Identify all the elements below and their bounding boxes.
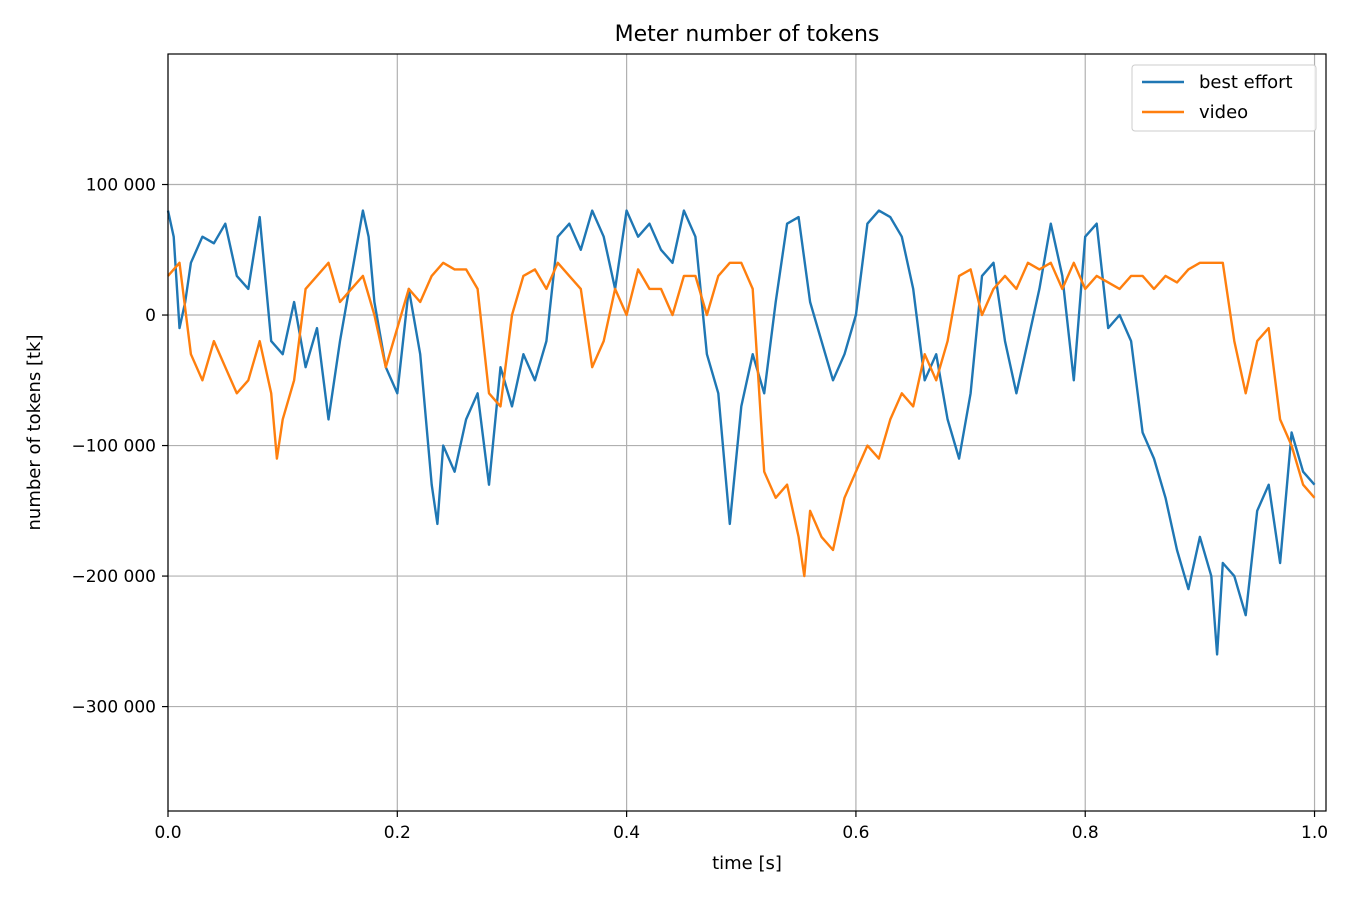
- chart-title: Meter number of tokens: [615, 22, 880, 47]
- series-line-video: [167, 261, 1316, 578]
- y-tick-label: −300 000: [71, 698, 156, 718]
- y-tick-label: −200 000: [71, 567, 156, 587]
- x-tick-label: 1.0: [1301, 823, 1328, 843]
- series-line-best-effort: [166, 209, 1316, 656]
- x-tick-label: 0.4: [613, 823, 640, 843]
- legend-label: video: [1199, 102, 1248, 123]
- y-tick-label: 100 000: [86, 176, 156, 196]
- x-axis-label: time [s]: [712, 853, 782, 874]
- x-tick-label: 0.2: [384, 823, 411, 843]
- legend-label: best effort: [1199, 72, 1293, 93]
- y-tick-label: −100 000: [71, 437, 156, 457]
- grid: [167, 54, 1326, 811]
- y-tick-label: 0: [145, 306, 156, 326]
- legend: best effort video: [1131, 64, 1317, 132]
- x-tick-label: 0.8: [1072, 823, 1099, 843]
- y-axis-label: number of tokens [tk]: [24, 334, 45, 530]
- axis-ticks: 0.0 0.2 0.4 0.6 0.8 1.0 100 000 0 −100 000 −200 0…: [71, 176, 1328, 843]
- series-layer: [166, 209, 1316, 656]
- x-tick-label: 0.0: [154, 823, 181, 843]
- plot-frame: [167, 53, 1327, 812]
- x-tick-label: 0.6: [842, 823, 869, 843]
